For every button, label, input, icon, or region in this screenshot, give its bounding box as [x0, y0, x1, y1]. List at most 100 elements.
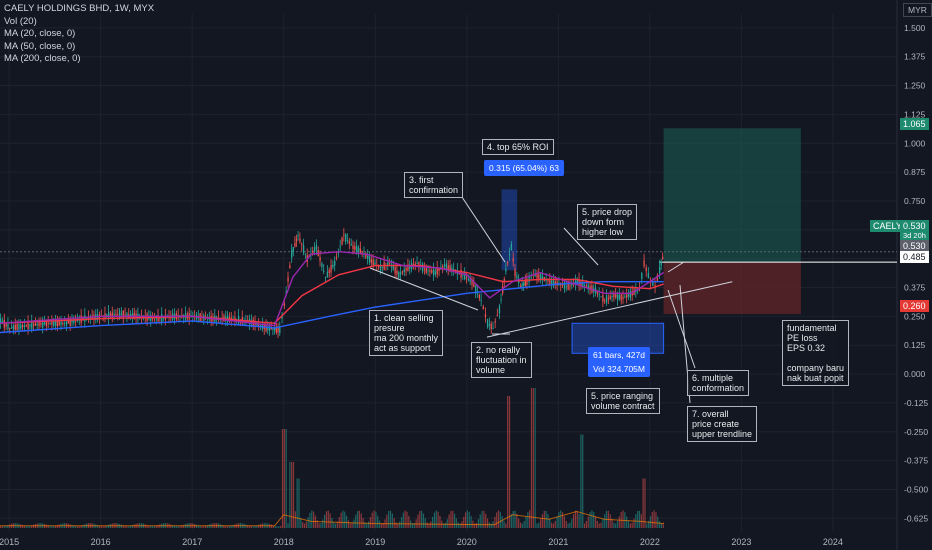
candle-body	[480, 299, 482, 301]
legend-ma200[interactable]: MA (200, close, 0)	[4, 53, 81, 64]
candle-body	[526, 278, 528, 285]
volume-bar	[76, 526, 79, 528]
candle-body	[425, 267, 427, 273]
profit-zone	[663, 128, 801, 263]
candle-body	[445, 263, 448, 270]
candle-body	[1, 321, 4, 324]
volume-bar	[1, 526, 4, 528]
volume-bar	[452, 510, 454, 528]
candle-body	[374, 262, 376, 265]
candle-body	[571, 283, 573, 286]
candle-body	[518, 280, 520, 284]
volume-bar	[430, 521, 432, 528]
volume-bar	[455, 518, 458, 528]
candle-body	[341, 237, 343, 245]
volume-bar	[364, 522, 366, 528]
candle-body	[86, 317, 88, 319]
annotation-3[interactable]: 3. first confirmation	[404, 172, 464, 198]
annotation-4[interactable]: 4. top 65% ROI	[482, 139, 554, 155]
volume-bar	[7, 525, 9, 528]
legend-vol[interactable]: Vol (20)	[4, 15, 37, 27]
volume-bar	[633, 518, 635, 528]
volume-bar	[56, 525, 58, 528]
legend-ma50[interactable]: MA (50, close, 0)	[4, 40, 76, 52]
volume-bar	[662, 522, 664, 528]
volume-bar	[102, 526, 104, 528]
candle-body	[431, 270, 433, 273]
volume-bar	[397, 523, 399, 528]
candle-body	[609, 295, 611, 300]
candle-body	[157, 315, 159, 322]
candle-body	[115, 313, 117, 316]
candle-body	[492, 327, 494, 329]
volume-bar	[367, 521, 370, 528]
candle-body	[161, 314, 163, 322]
annotation-fundamental[interactable]: fundamental PE loss EPS 0.32 company bar…	[782, 320, 850, 386]
annotation-5a[interactable]: 5. price drop down form higher low	[577, 204, 638, 240]
y-tick-label: 0.750	[904, 196, 926, 206]
volume-bar	[53, 526, 55, 528]
candle-body	[521, 283, 523, 287]
annotation-2[interactable]: 2. no really fluctuation in volume	[471, 342, 532, 378]
candle-body	[503, 278, 505, 282]
currency-label[interactable]: MYR	[903, 3, 932, 17]
volume-bar	[604, 514, 606, 528]
volume-bar	[453, 513, 456, 528]
annotation-1[interactable]: 1. clean selling presure ma 200 monthly …	[369, 310, 444, 356]
volume-bar	[638, 510, 641, 528]
volume-bar	[446, 519, 448, 528]
volume-bar	[104, 526, 106, 528]
roi-range	[501, 189, 518, 271]
candle-body	[155, 318, 157, 320]
volume-bar	[474, 523, 476, 528]
candle-body	[576, 279, 578, 284]
vol-badge: Vol 324.705M	[588, 361, 650, 377]
y-tick-label: -0.500	[904, 484, 928, 494]
volume-bar	[574, 510, 577, 528]
candle-body	[447, 265, 449, 270]
volume-bar	[309, 512, 311, 528]
volume-bar	[437, 511, 439, 528]
annotation-7[interactable]: 7. overall price create upper trendline	[687, 406, 758, 442]
candle-body	[536, 273, 538, 279]
x-tick-label: 2023	[731, 537, 751, 547]
volume-bar	[444, 522, 447, 528]
candle-body	[378, 266, 380, 268]
volume-bar	[287, 523, 289, 528]
annotation-6[interactable]: 6. multiple conformation	[687, 370, 750, 396]
volume-bar	[172, 525, 174, 528]
x-tick-label: 2020	[457, 537, 477, 547]
volume-bar	[421, 510, 423, 528]
legend-ma20[interactable]: MA (20, close, 0)	[4, 28, 76, 39]
candle-body	[297, 234, 299, 237]
candle-body	[287, 277, 289, 282]
annotation-5b[interactable]: 5. price ranging volume contract	[586, 388, 660, 414]
candle-body	[530, 276, 532, 278]
volume-bar	[285, 429, 287, 528]
symbol-tag: CAELY	[870, 220, 905, 232]
candle-body	[510, 244, 513, 251]
candle-body	[84, 315, 86, 322]
candle-body	[512, 258, 514, 262]
candle-body	[58, 321, 60, 326]
volume-bar	[0, 526, 2, 528]
loss-zone	[663, 262, 801, 315]
candle-body	[277, 327, 279, 333]
volume-bar	[291, 462, 293, 528]
volume-bar	[547, 513, 549, 528]
candle-body	[23, 325, 26, 327]
candle-body	[25, 325, 27, 327]
candle-body	[486, 319, 489, 328]
volume-bar	[648, 520, 650, 528]
line-price-tag: 0.485	[900, 251, 929, 263]
candle-body	[60, 321, 62, 325]
volume-bar	[413, 522, 415, 528]
candle-body	[268, 326, 271, 331]
volume-bar	[80, 525, 82, 528]
candle-body	[87, 317, 90, 319]
candle-body	[332, 264, 334, 268]
volume-bar	[426, 522, 428, 528]
candle-body	[602, 295, 604, 302]
candle-body	[464, 273, 466, 280]
